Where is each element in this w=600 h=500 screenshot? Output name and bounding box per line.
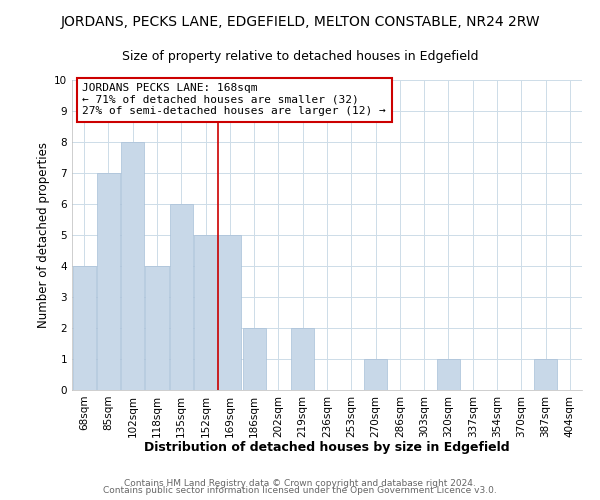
Text: Contains HM Land Registry data © Crown copyright and database right 2024.: Contains HM Land Registry data © Crown c… <box>124 478 476 488</box>
Bar <box>242 328 266 390</box>
Bar <box>194 235 217 390</box>
Bar <box>97 173 120 390</box>
Text: JORDANS, PECKS LANE, EDGEFIELD, MELTON CONSTABLE, NR24 2RW: JORDANS, PECKS LANE, EDGEFIELD, MELTON C… <box>60 15 540 29</box>
Bar <box>121 142 144 390</box>
Bar <box>73 266 95 390</box>
Bar <box>218 235 241 390</box>
Y-axis label: Number of detached properties: Number of detached properties <box>37 142 50 328</box>
Text: Size of property relative to detached houses in Edgefield: Size of property relative to detached ho… <box>122 50 478 63</box>
Text: Contains public sector information licensed under the Open Government Licence v3: Contains public sector information licen… <box>103 486 497 495</box>
X-axis label: Distribution of detached houses by size in Edgefield: Distribution of detached houses by size … <box>144 441 510 454</box>
Text: JORDANS PECKS LANE: 168sqm
← 71% of detached houses are smaller (32)
27% of semi: JORDANS PECKS LANE: 168sqm ← 71% of deta… <box>82 83 386 116</box>
Bar <box>145 266 169 390</box>
Bar <box>534 359 557 390</box>
Bar <box>364 359 387 390</box>
Bar <box>291 328 314 390</box>
Bar <box>170 204 193 390</box>
Bar <box>437 359 460 390</box>
